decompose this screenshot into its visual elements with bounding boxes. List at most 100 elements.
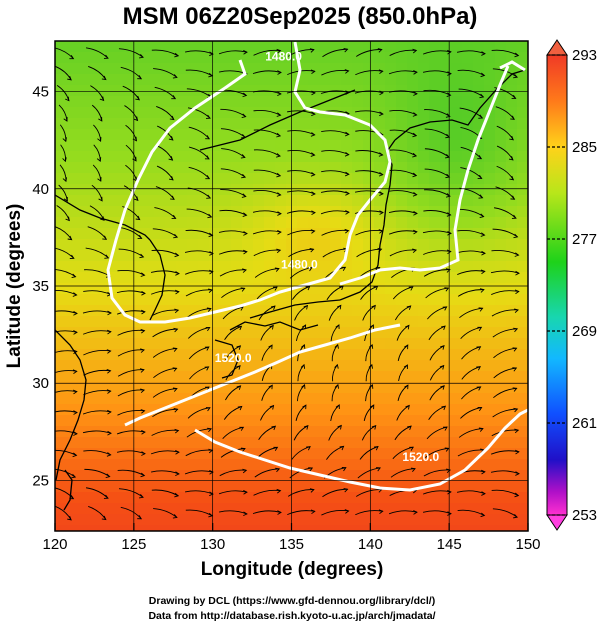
field-cell-878 bbox=[253, 261, 265, 273]
field-cell-1541 bbox=[451, 426, 463, 438]
field-cell-852 bbox=[440, 250, 452, 262]
field-cell-490 bbox=[242, 162, 254, 174]
field-cell-1066 bbox=[429, 305, 441, 317]
streamline-arrow-326 bbox=[172, 514, 178, 519]
field-cell-1532 bbox=[352, 426, 364, 438]
streamline-arrow-135 bbox=[344, 228, 350, 234]
streamline-arrow-158 bbox=[175, 271, 180, 276]
streamline-78 bbox=[321, 150, 349, 156]
field-cell-1417 bbox=[506, 393, 518, 405]
field-cell-1218 bbox=[209, 349, 221, 361]
streamline-arrow-336 bbox=[513, 513, 519, 519]
field-cell-1114 bbox=[484, 316, 496, 328]
streamline-81 bbox=[424, 148, 450, 158]
field-cell-435 bbox=[110, 151, 122, 163]
streamline-103 bbox=[220, 189, 247, 197]
field-cell-497 bbox=[319, 162, 331, 174]
field-cell-547 bbox=[396, 173, 408, 185]
field-cell-999 bbox=[165, 294, 177, 306]
field-cell-66 bbox=[308, 52, 320, 64]
field-cell-735 bbox=[99, 228, 111, 240]
field-cell-260 bbox=[77, 107, 89, 119]
streamline-196 bbox=[55, 330, 78, 333]
field-cell-1918 bbox=[341, 525, 353, 531]
field-cell-855 bbox=[473, 250, 485, 262]
field-cell-765 bbox=[429, 228, 441, 240]
field-cell-1057 bbox=[330, 305, 342, 317]
streamline-13 bbox=[491, 49, 519, 56]
field-cell-1340 bbox=[132, 382, 144, 394]
field-cell-220 bbox=[110, 96, 122, 108]
field-cell-1368 bbox=[440, 382, 452, 394]
field-cell-1113 bbox=[473, 316, 485, 328]
field-cell-842 bbox=[330, 250, 342, 262]
field-cell-1921 bbox=[374, 525, 386, 531]
field-cell-1171 bbox=[165, 338, 177, 350]
field-cell-557 bbox=[506, 173, 518, 185]
field-cell-182 bbox=[165, 85, 177, 97]
field-cell-1730 bbox=[165, 481, 177, 493]
field-cell-933 bbox=[385, 272, 397, 284]
field-cell-1052 bbox=[275, 305, 287, 317]
field-cell-88 bbox=[77, 63, 89, 75]
field-cell-96 bbox=[165, 63, 177, 75]
field-cell-157 bbox=[363, 74, 375, 86]
field-cell-1711 bbox=[429, 470, 441, 482]
streamline-313 bbox=[218, 490, 248, 495]
streamline-arrow-270 bbox=[174, 428, 180, 434]
field-cell-136 bbox=[132, 74, 144, 86]
contour-1480-north bbox=[106, 41, 392, 324]
field-cell-1817 bbox=[176, 503, 188, 515]
field-cell-997 bbox=[143, 294, 155, 306]
field-cell-551 bbox=[440, 173, 452, 185]
field-cell-1110 bbox=[440, 316, 452, 328]
streamline-4 bbox=[185, 50, 214, 55]
field-cell-1674 bbox=[495, 459, 507, 471]
field-cell-1653 bbox=[264, 459, 276, 471]
field-cell-1917 bbox=[330, 525, 342, 531]
field-cell-948 bbox=[77, 283, 89, 295]
field-cell-1668 bbox=[429, 459, 441, 471]
streamline-159 bbox=[219, 269, 247, 277]
field-cell-1820 bbox=[209, 503, 221, 515]
field-cell-256 bbox=[506, 96, 518, 108]
streamline-arrow-327 bbox=[208, 512, 214, 518]
field-cell-1638 bbox=[99, 459, 111, 471]
streamline-arrow-42 bbox=[511, 94, 517, 100]
field-cell-1264 bbox=[242, 360, 254, 372]
field-cell-1376 bbox=[55, 393, 67, 405]
field-cell-1343 bbox=[165, 382, 177, 394]
field-cell-1878 bbox=[374, 514, 386, 526]
field-cell-1798 bbox=[440, 492, 452, 504]
field-cell-1754 bbox=[429, 481, 441, 493]
streamline-arrow-166 bbox=[445, 268, 451, 273]
field-cell-1104 bbox=[374, 316, 386, 328]
streamline-arrow-193 bbox=[406, 305, 412, 310]
field-cell-990 bbox=[66, 294, 78, 306]
field-cell-1470 bbox=[143, 415, 155, 427]
field-cell-1240 bbox=[451, 349, 463, 361]
field-cell-485 bbox=[187, 162, 199, 174]
field-cell-412 bbox=[330, 140, 342, 152]
field-cell-1336 bbox=[88, 382, 100, 394]
streamline-arrow-303 bbox=[341, 467, 347, 472]
streamline-arrow-57 bbox=[62, 137, 67, 143]
field-cell-1261 bbox=[209, 360, 221, 372]
field-cell-749 bbox=[253, 228, 265, 240]
field-cell-358 bbox=[209, 129, 221, 141]
field-cell-1128 bbox=[165, 327, 177, 339]
streamline-291 bbox=[425, 447, 449, 458]
streamline-arrow-174 bbox=[240, 287, 246, 292]
streamline-39 bbox=[423, 89, 451, 96]
field-cell-1350 bbox=[242, 382, 254, 394]
field-cell-1221 bbox=[242, 349, 254, 361]
streamline-arrow-219 bbox=[334, 343, 339, 349]
streamline-arrow-329 bbox=[277, 510, 282, 515]
field-cell-1751 bbox=[396, 481, 408, 493]
field-cell-1326 bbox=[451, 371, 463, 383]
streamline-180 bbox=[457, 289, 484, 297]
field-cell-1263 bbox=[231, 360, 243, 372]
field-cell-1686 bbox=[154, 470, 166, 482]
field-cell-1888 bbox=[484, 514, 496, 526]
streamline-arrow-181 bbox=[479, 288, 485, 293]
